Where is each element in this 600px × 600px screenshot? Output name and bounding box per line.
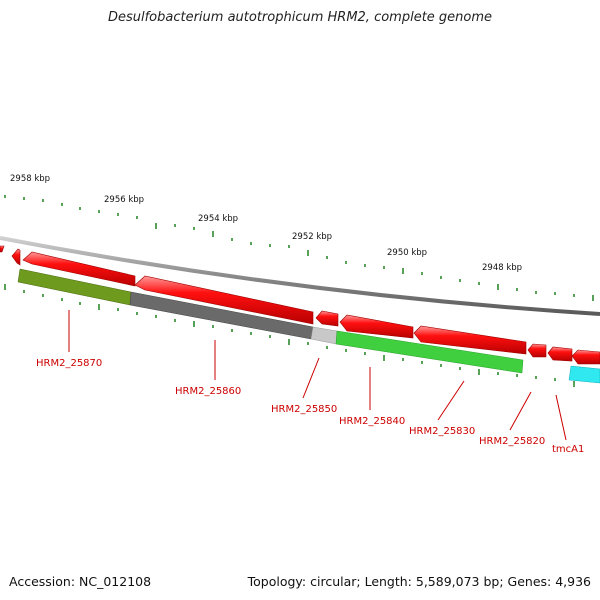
gene-bar-hrm2-25850[interactable]: [310, 326, 338, 345]
tick-label: 2958 kbp: [10, 174, 50, 184]
leader-line: [437, 380, 465, 421]
cds-arrow[interactable]: [22, 251, 136, 287]
genome-backbone: [0, 236, 600, 316]
outer-ticks: [4, 195, 594, 301]
cds-arrow[interactable]: [315, 310, 339, 327]
gene-label[interactable]: HRM2_25860: [175, 386, 241, 397]
gene-label[interactable]: HRM2_25870: [36, 358, 102, 369]
label-leaders: [68, 310, 567, 441]
cds-track: [0, 245, 600, 365]
accession-text: Accession: NC_012108: [9, 574, 152, 589]
gene-label[interactable]: HRM2_25840: [339, 416, 405, 427]
gene-track: [17, 268, 600, 384]
map-title: Desulfobacterium autotrophicum HRM2, com…: [107, 10, 493, 25]
gene-label[interactable]: HRM2_25850: [271, 404, 337, 415]
leader-line: [509, 391, 532, 431]
cds-arrow[interactable]: [0, 245, 5, 253]
tick-label: 2948 kbp: [482, 263, 522, 273]
gene-label[interactable]: HRM2_25820: [479, 436, 545, 447]
cds-arrow[interactable]: [547, 346, 573, 362]
gene-labels: HRM2_25870 HRM2_25860 HRM2_25850 HRM2_25…: [36, 358, 584, 455]
leader-line: [302, 357, 320, 399]
tick-label: 2952 kbp: [292, 232, 332, 242]
genome-summary-text: Topology: circular; Length: 5,589,073 bp…: [247, 574, 591, 589]
tick-label: 2950 kbp: [387, 248, 427, 258]
tick-labels: 2958 kbp 2956 kbp 2954 kbp 2952 kbp 2950…: [10, 174, 522, 273]
cds-arrow[interactable]: [527, 343, 547, 358]
cds-arrow[interactable]: [339, 314, 414, 339]
inner-ticks: [4, 284, 575, 387]
cds-arrow[interactable]: [571, 349, 600, 365]
gene-label[interactable]: tmcA1: [552, 444, 584, 455]
tick-label: 2954 kbp: [198, 214, 238, 224]
gene-bar-hrm2-25840[interactable]: [335, 330, 524, 374]
cds-arrow[interactable]: [413, 325, 527, 355]
cds-arrow[interactable]: [11, 248, 21, 266]
leader-line: [555, 394, 567, 441]
gene-label[interactable]: HRM2_25830: [409, 426, 475, 437]
tick-label: 2956 kbp: [104, 195, 144, 205]
gene-bar-tmca1[interactable]: [568, 365, 600, 384]
cds-arrow[interactable]: [134, 275, 314, 325]
